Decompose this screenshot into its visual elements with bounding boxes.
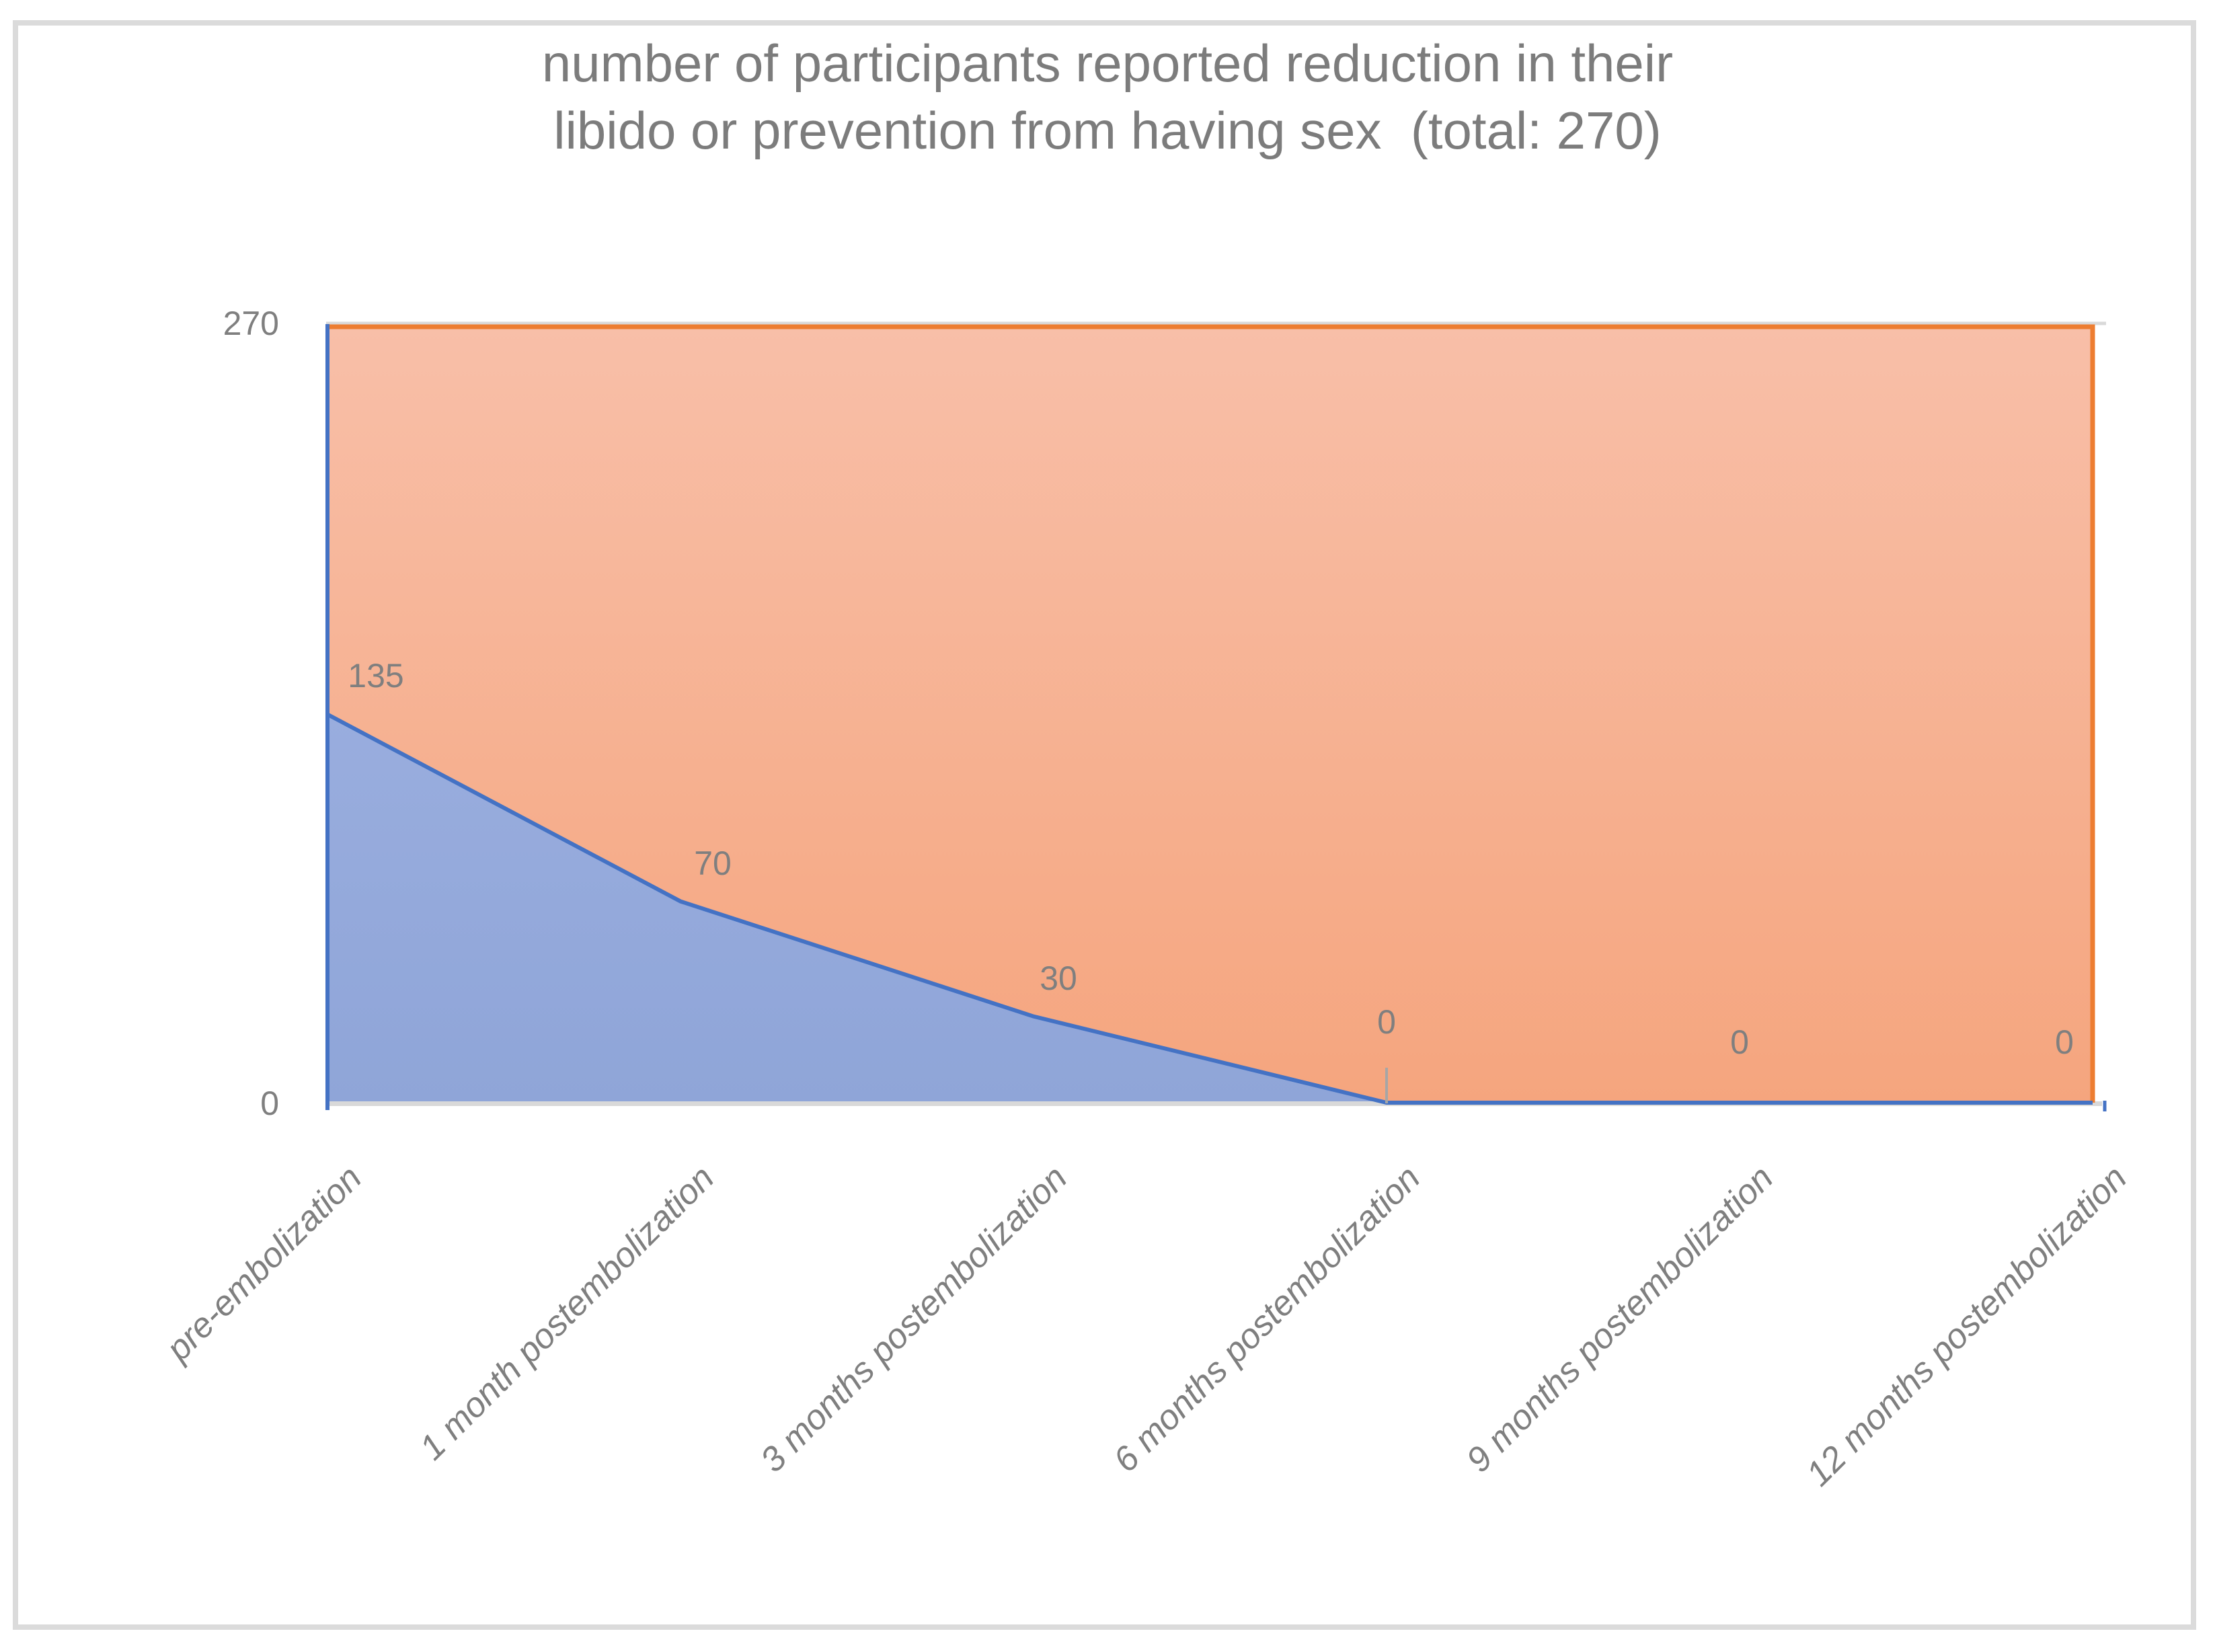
area-series-reduction: [327, 714, 2093, 1103]
chart-title-line1: number of participants reported reductio…: [541, 34, 1674, 93]
chart-title-line2: libido or prevention from having sex (to…: [553, 101, 1662, 160]
y-tick-label-min: 0: [260, 1085, 279, 1122]
data-label-0: 135: [348, 656, 404, 695]
data-label-5: 0: [2055, 1023, 2074, 1061]
blue-series-line: [326, 712, 2093, 1105]
data-label-1: 70: [694, 844, 732, 882]
data-label-2: 30: [1040, 959, 1077, 997]
chart-title: number of participants reported reductio…: [0, 30, 2215, 164]
data-label-3: 0: [1377, 1003, 1396, 1041]
orange-series-border: [327, 324, 2095, 1103]
data-label-4: 0: [1730, 1023, 1749, 1061]
y-tick-label-max: 270: [223, 305, 279, 342]
area-series-remainder: [327, 326, 2093, 1103]
